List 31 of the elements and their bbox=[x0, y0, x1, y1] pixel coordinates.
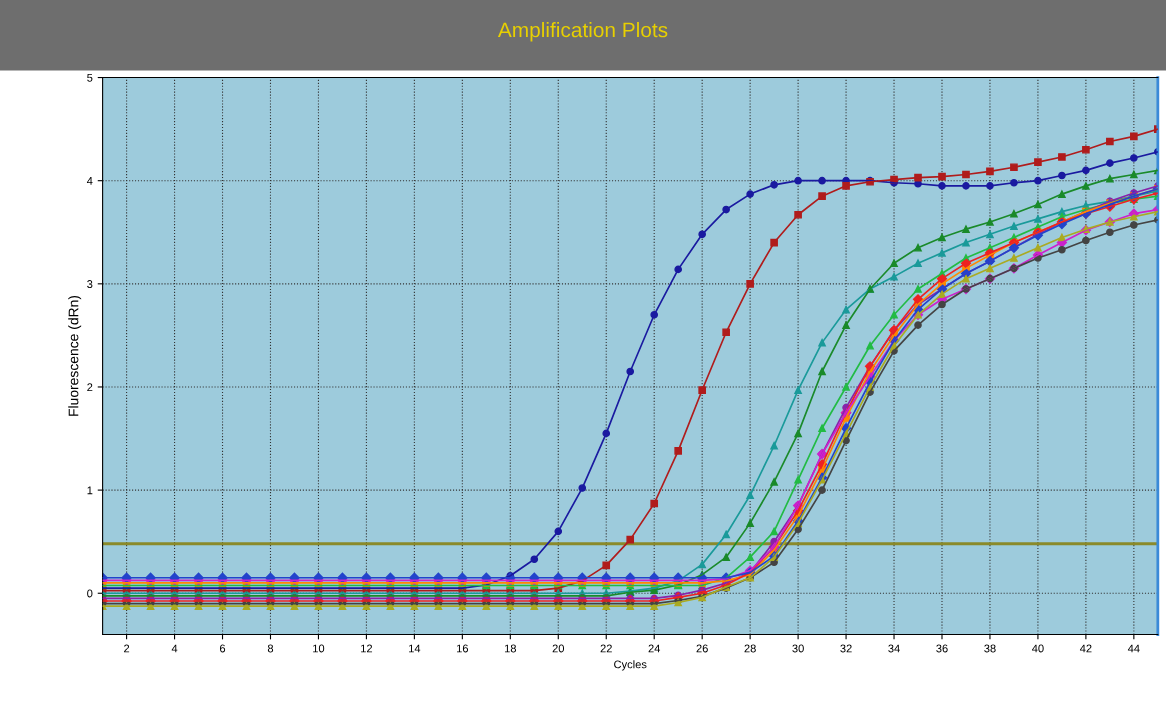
x-tick-label: 28 bbox=[744, 644, 756, 653]
x-tick-label: 34 bbox=[888, 644, 900, 653]
x-tick-label: 24 bbox=[648, 644, 661, 653]
x-tick-label: 6 bbox=[220, 644, 226, 653]
x-tick-label: 42 bbox=[1079, 644, 1092, 653]
x-tick-label: 40 bbox=[1032, 644, 1044, 653]
x-tick-label: 30 bbox=[792, 644, 804, 653]
x-tick-label: 18 bbox=[504, 644, 517, 653]
x-axis-title: Cycles bbox=[614, 660, 647, 671]
x-tick-label: 2 bbox=[124, 644, 130, 653]
y-tick-label: 5 bbox=[87, 73, 93, 82]
x-tick-label: 14 bbox=[409, 644, 421, 653]
x-tick-label: 36 bbox=[936, 644, 948, 653]
x-tick-label: 12 bbox=[361, 644, 373, 653]
y-axis-title: Fluorescence (dRn) bbox=[68, 295, 82, 416]
x-tick-label: 20 bbox=[552, 644, 565, 653]
chart-title: Amplification Plots bbox=[497, 22, 668, 42]
x-tick-label: 10 bbox=[313, 644, 325, 653]
x-tick-label: 44 bbox=[1127, 644, 1140, 653]
x-tick-label: 16 bbox=[457, 644, 469, 653]
y-tick-label: 4 bbox=[86, 177, 93, 185]
y-tick-label: 3 bbox=[87, 280, 93, 288]
x-tick-label: 8 bbox=[267, 644, 274, 653]
x-tick-label: 38 bbox=[984, 644, 996, 653]
y-tick-label: 1 bbox=[87, 486, 93, 495]
x-tick-label: 32 bbox=[840, 644, 852, 653]
x-tick-label: 22 bbox=[600, 644, 612, 653]
x-tick-label: 26 bbox=[696, 644, 708, 653]
y-tick-label: 2 bbox=[87, 383, 93, 391]
x-tick-label: 4 bbox=[171, 644, 178, 653]
y-tick-label: 0 bbox=[87, 589, 93, 598]
